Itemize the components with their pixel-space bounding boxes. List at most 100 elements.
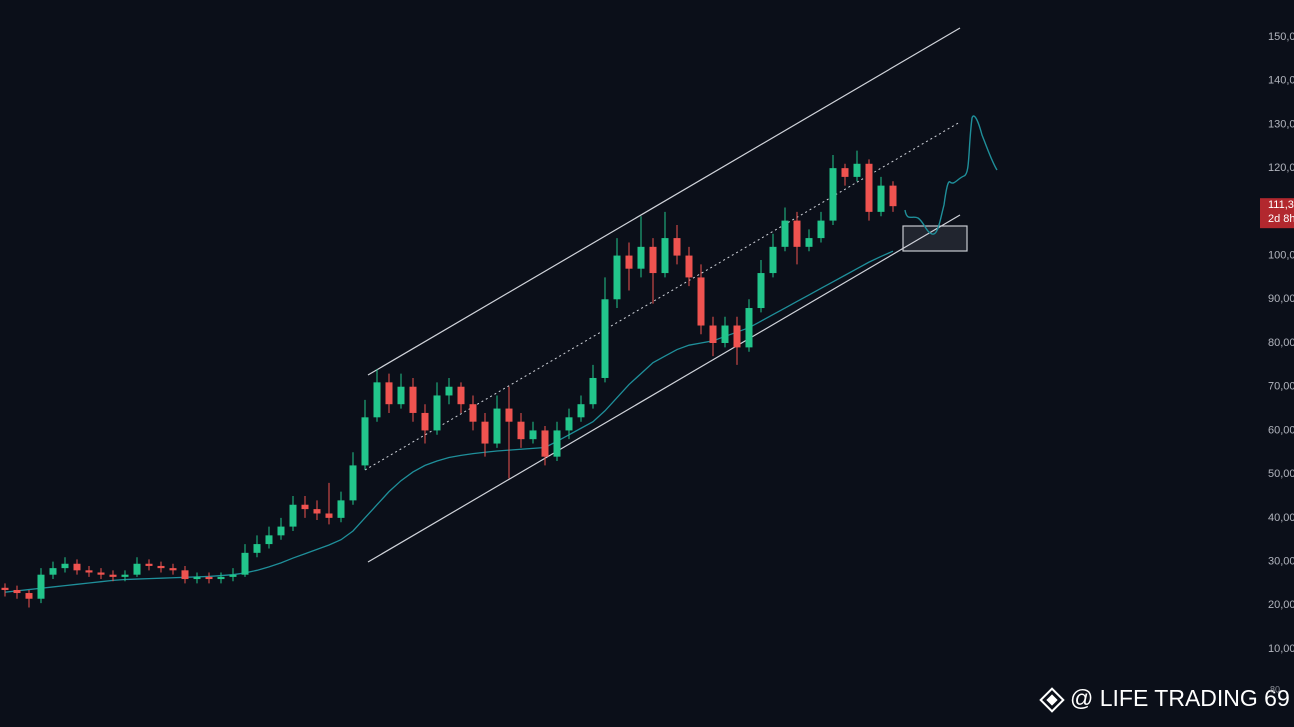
candle-body — [109, 574, 117, 577]
candle-body — [637, 246, 645, 269]
candle-body — [505, 408, 513, 422]
candle-body — [865, 163, 873, 212]
y-tick-label: 100,000 — [1268, 249, 1294, 261]
candle-body — [529, 430, 537, 440]
channel-upper — [367, 27, 961, 376]
candle-body — [721, 325, 729, 344]
candle-body — [409, 386, 417, 413]
candle-body — [457, 386, 465, 405]
y-tick-label: 90,000 — [1268, 293, 1294, 305]
candle-body — [85, 570, 93, 573]
price-countdown: 2d 8h — [1268, 213, 1294, 225]
y-tick-label: 20,000 — [1268, 599, 1294, 611]
candle-body — [157, 565, 165, 569]
candle-body — [217, 576, 225, 580]
y-tick-label: 70,000 — [1268, 381, 1294, 393]
candle-body — [373, 382, 381, 418]
projection-path — [904, 115, 998, 235]
candle-body — [37, 574, 45, 599]
candle-body — [337, 500, 345, 518]
candle-body — [577, 404, 585, 418]
candle-body — [397, 386, 405, 405]
moving-average — [4, 250, 894, 593]
y-tick-label: 10,000 — [1268, 643, 1294, 655]
candle-body — [265, 535, 273, 545]
candle-body — [241, 552, 249, 575]
candle-body — [181, 570, 189, 580]
candle-body — [877, 185, 885, 212]
candle-body — [73, 563, 81, 571]
target-zone — [902, 225, 968, 252]
candle-body — [769, 246, 777, 274]
candle-body — [313, 509, 321, 514]
candle-body — [493, 408, 501, 444]
candle-body — [169, 568, 177, 571]
candle-body — [589, 377, 597, 405]
candle-body — [193, 576, 201, 580]
candle-body — [361, 417, 369, 466]
corner-label: 80 — [1270, 684, 1280, 694]
candle-body — [1, 587, 9, 590]
candle-body — [97, 572, 105, 575]
candle-body — [733, 325, 741, 348]
y-tick-label: 60,000 — [1268, 424, 1294, 436]
y-tick-label: 150,000 — [1268, 31, 1294, 43]
candle-body — [517, 421, 525, 440]
candle-body — [205, 576, 213, 580]
candle-body — [697, 277, 705, 326]
candle-body — [301, 504, 309, 510]
candle-body — [145, 563, 153, 566]
candle-body — [541, 430, 549, 457]
y-tick-label: 50,000 — [1268, 468, 1294, 480]
candle-body — [49, 568, 57, 575]
y-tick-label: 80,000 — [1268, 337, 1294, 349]
candle-body — [661, 238, 669, 274]
channel-lower — [367, 214, 961, 563]
candle-body — [601, 299, 609, 378]
y-tick-label: 40,000 — [1268, 512, 1294, 524]
y-tick-label: 120,000 — [1268, 162, 1294, 174]
candle-body — [445, 386, 453, 396]
candle-body — [421, 412, 429, 431]
candle-body — [757, 273, 765, 309]
y-tick-label: 30,000 — [1268, 555, 1294, 567]
candle-body — [673, 238, 681, 256]
candle-body — [829, 168, 837, 221]
candle-body — [625, 255, 633, 269]
watermark-logo — [1039, 687, 1065, 713]
candle-body — [745, 308, 753, 348]
candle-body — [817, 220, 825, 239]
candle-body — [685, 255, 693, 278]
candle-body — [121, 574, 129, 577]
candle-body — [841, 168, 849, 177]
candle-body — [709, 325, 717, 344]
candle-body — [325, 513, 333, 518]
candle-body — [289, 504, 297, 527]
candle-body — [889, 185, 897, 207]
candle-body — [13, 589, 21, 594]
candle-body — [781, 220, 789, 247]
candle-body — [385, 382, 393, 405]
marks — [1, 150, 897, 608]
candle-body — [277, 526, 285, 536]
candle-body — [853, 163, 861, 177]
candle-body — [649, 246, 657, 274]
candle-body — [793, 220, 801, 247]
price-label-box — [1260, 198, 1294, 229]
price-label: 111,300 — [1268, 199, 1294, 211]
candle-body — [253, 544, 261, 553]
candle-body — [349, 465, 357, 501]
candle-body — [481, 421, 489, 444]
candle-body — [553, 430, 561, 457]
candle-body — [25, 593, 33, 599]
candle-body — [805, 238, 813, 247]
y-tick-label: 130,000 — [1268, 118, 1294, 130]
candle-body — [613, 255, 621, 300]
candle-body — [469, 404, 477, 422]
candle-body — [133, 563, 141, 575]
watermark: @ LIFE TRADING 69 — [1070, 685, 1290, 711]
candle-body — [433, 395, 441, 431]
candle-body — [565, 417, 573, 431]
